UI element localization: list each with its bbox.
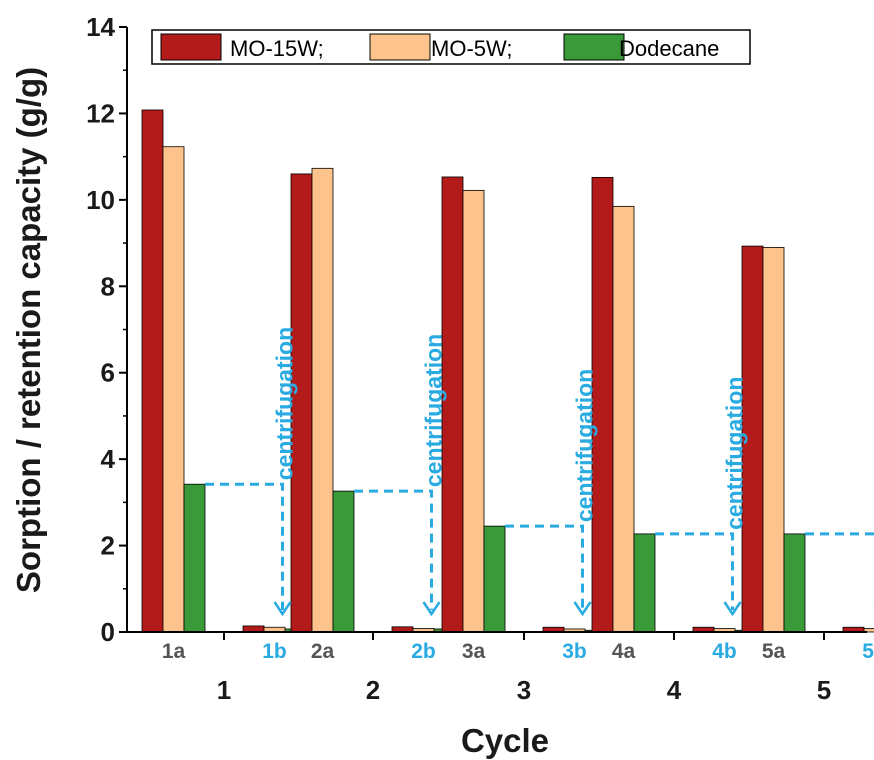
centrifugation-arrow-head — [573, 601, 592, 617]
bar-dodecane-2a — [332, 490, 355, 633]
bar-mo5w-4a — [612, 205, 635, 633]
bar-mo15w-1a — [141, 109, 164, 633]
sub-label-a: 4a — [612, 640, 636, 663]
centrifugation-arrow-line — [505, 524, 584, 610]
centrifugation-label: centrifugation — [421, 334, 447, 487]
bar-mo5w-3a — [462, 189, 485, 633]
sub-label-b: 1b — [262, 640, 287, 663]
x-category-label: 5 — [817, 675, 831, 705]
centrifugation-label: centrifugation — [272, 327, 298, 480]
sub-label-b: 2b — [411, 640, 436, 663]
x-category-label: 1 — [217, 675, 231, 705]
sub-label-b: 3b — [562, 640, 587, 663]
centrifugation-label: centrifugation — [872, 377, 874, 530]
bar-mo5w-5a — [762, 246, 785, 633]
legend-label: MO-15W; — [230, 36, 324, 61]
y-ticks: 0 2 4 6 8 10 12 14 — [86, 12, 127, 647]
sub-label-a: 2a — [311, 640, 335, 663]
y-tick-label: 6 — [101, 358, 115, 388]
legend-swatch — [160, 33, 222, 61]
y-tick-label: 10 — [86, 185, 115, 215]
legend: MO-15W; MO-5W; Dodecane — [151, 29, 751, 65]
centrifugation-arrow-line — [805, 532, 874, 536]
bar-dodecane-1a — [183, 483, 206, 633]
legend-swatch — [369, 33, 431, 61]
x-category-label: 2 — [366, 675, 380, 705]
legend-label: Dodecane — [619, 36, 719, 61]
sub-label-b: 5b — [862, 640, 874, 663]
centrifugation-label: centrifugation — [722, 377, 748, 530]
legend-box — [151, 29, 751, 65]
legend-swatch — [563, 33, 625, 61]
bar-mo5w-5b — [863, 628, 874, 633]
bar-mo5w-1a — [162, 146, 185, 633]
sub-label-a: 1a — [162, 640, 186, 663]
bar-dodecane-4a — [633, 533, 656, 633]
y-tick-label: 2 — [101, 531, 115, 561]
centrifugation-arrow-head — [422, 601, 441, 617]
legend-label: MO-5W; — [431, 36, 512, 61]
y-tick-label: 0 — [101, 617, 115, 647]
y-tick-label: 8 — [101, 271, 115, 301]
bar-dodecane-3a — [483, 525, 506, 633]
centrifugation-arrow-line — [655, 532, 734, 610]
sub-label-a: 5a — [762, 640, 786, 663]
centrifugation-arrow-line — [205, 482, 284, 610]
bar-dodecane-5a — [783, 533, 806, 633]
centrifugation-arrow-head — [273, 601, 292, 617]
bars-layer — [141, 109, 874, 633]
bar-mo5w-2a — [311, 167, 334, 633]
y-tick-label: 4 — [101, 444, 116, 474]
x-labels: 1a 1b 1 2a 2b 2 3a 3b 3 4a 4b 4 5a 5b 5 — [162, 632, 874, 705]
centrifugation-arrow-line — [354, 489, 433, 610]
centrifugation-label: centrifugation — [572, 369, 598, 522]
y-axis-title: Sorption / retention capacity (g/g) — [10, 67, 47, 593]
y-tick-label: 14 — [86, 12, 115, 42]
annotations-layer: centrifugation centrifugation centrifugati… — [205, 327, 874, 617]
x-category-label: 3 — [517, 675, 531, 705]
sub-label-b: 4b — [712, 640, 737, 663]
x-axis-title: Cycle — [461, 722, 549, 759]
sub-label-a: 3a — [462, 640, 486, 663]
centrifugation-arrow-head — [723, 601, 742, 617]
x-category-label: 4 — [667, 675, 682, 705]
y-tick-label: 12 — [86, 98, 115, 128]
